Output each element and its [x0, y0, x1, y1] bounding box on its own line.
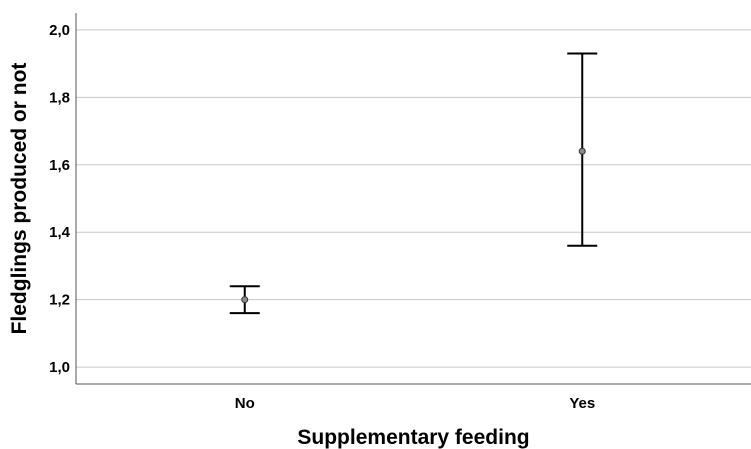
y-tick-label: 1,4 [49, 224, 71, 241]
x-tick-labels: No Yes [235, 395, 595, 412]
x-tick-label: No [235, 395, 255, 412]
x-tick-label: Yes [569, 395, 595, 412]
mean-point [578, 147, 586, 155]
y-tick-label: 1,2 [49, 292, 70, 309]
y-tick-labels: 1,0 1,2 1,4 1,6 1,8 2,0 [49, 22, 71, 376]
y-tick-label: 1,6 [49, 157, 70, 174]
y-tick-label: 1,0 [49, 359, 70, 376]
error-bar-no [229, 285, 260, 315]
error-bars [229, 52, 598, 315]
gridlines [76, 29, 751, 368]
x-axis-title: Supplementary feeding [297, 426, 529, 449]
y-tick-label: 2,0 [49, 22, 70, 39]
y-tick-label: 1,8 [49, 89, 70, 106]
y-axis-title: Fledglings produced or not [8, 63, 31, 335]
mean-point [241, 296, 249, 304]
error-bar-yes [567, 52, 598, 247]
